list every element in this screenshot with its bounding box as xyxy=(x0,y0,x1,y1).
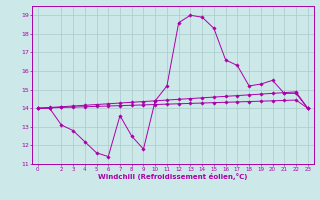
X-axis label: Windchill (Refroidissement éolien,°C): Windchill (Refroidissement éolien,°C) xyxy=(98,173,247,180)
